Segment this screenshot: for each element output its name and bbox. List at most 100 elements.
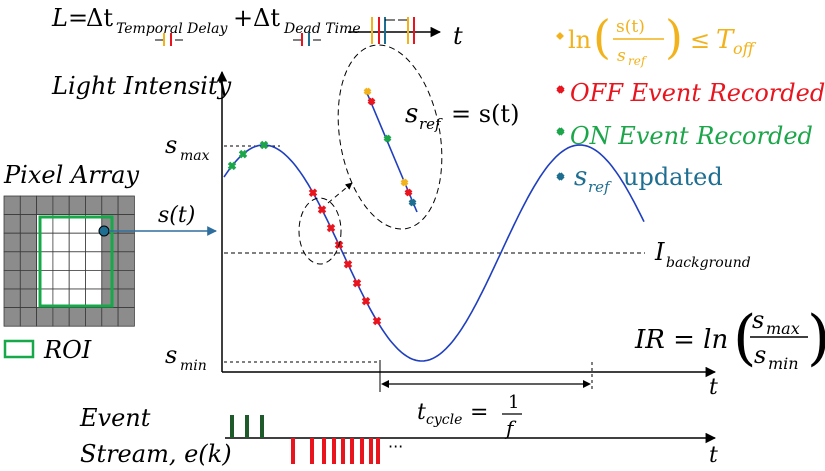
mini-timeline: t: [348, 17, 463, 50]
smax-label-s: s: [165, 131, 177, 159]
tcycle-sub: cycle: [426, 412, 462, 428]
event-marker: [361, 296, 371, 306]
pixel-cell: [3, 195, 21, 216]
pixel-cell: [19, 307, 37, 327]
pixel-cell: [68, 251, 86, 271]
pixel-cell: [85, 232, 103, 253]
mini-timeline-t-label: t: [453, 22, 463, 50]
legend-sref-updated-text: updated: [623, 163, 723, 191]
tcycle-left-arrow: [381, 380, 389, 388]
pixel-array-title: Pixel Array: [3, 161, 139, 189]
roi-box: [38, 215, 114, 308]
pixel-cell: [52, 232, 70, 253]
pixel-grid: [3, 195, 135, 327]
legend-threshold-rparen: ): [665, 10, 683, 64]
tcycle-right-arrow: [583, 380, 591, 388]
pixel-cell: [52, 195, 70, 216]
pixel-cell: [3, 251, 21, 271]
pixel-cell: [19, 288, 37, 309]
legend-on-event-label: ON Event Recorded: [570, 122, 813, 150]
pixel-cell: [52, 251, 70, 271]
ir-den-sub: min: [768, 354, 799, 373]
equation-lhs: L=: [51, 4, 88, 32]
tcycle-eq: =: [470, 400, 488, 425]
pixel-cell: [85, 195, 103, 216]
plot-ylabel: Light Intensity: [51, 72, 232, 100]
legend-sref-updated: s ref updated: [556, 162, 723, 196]
pixel-cell: [3, 307, 21, 327]
event-marker: [317, 205, 327, 214]
event-marker: [308, 188, 318, 197]
legend-threshold-lparen: (: [593, 10, 611, 64]
on-event-spikes: [230, 415, 264, 438]
legend-off-event: OFF Event Recorded: [556, 79, 825, 107]
pixel-cell: [68, 232, 86, 253]
roi-legend-swatch: [3, 339, 35, 359]
legend-threshold-den-sub: ref: [628, 54, 648, 68]
pixel-cell: [3, 288, 21, 309]
legend-threshold-formula: ln ( s(t) s ref ) ≤ T off: [568, 10, 757, 68]
background-label-sub: background: [666, 255, 751, 271]
pixel-cell: [117, 251, 135, 271]
tcycle-num: 1: [508, 392, 519, 413]
intensity-curve: [223, 144, 645, 362]
tcycle-den: f: [504, 416, 517, 440]
zoom-label-sub: ref: [419, 115, 443, 133]
legend-off-threshold: ln ( s(t) s ref ) ≤ T off: [556, 10, 757, 68]
background-label-I: I: [654, 238, 665, 266]
pixel-cell: [117, 288, 135, 309]
pixel-cell: [117, 232, 135, 253]
tcycle-label: t cycle = 1 f: [417, 392, 522, 440]
event-stream: Event Stream, e(k) t ···: [79, 404, 718, 468]
pixel-cell: [19, 232, 37, 253]
event-stream-ellipsis: ···: [388, 437, 403, 456]
equation-delta-2: Δt: [253, 4, 280, 32]
pixel-cell: [19, 214, 37, 234]
ir-den-s: s: [754, 341, 766, 369]
legend-sref-sub: ref: [588, 178, 612, 196]
legend-threshold-num: s(t): [616, 17, 645, 37]
pixel-cell: [68, 307, 86, 327]
legend: ln ( s(t) s ref ) ≤ T off OFF Event Reco…: [556, 10, 825, 196]
ir-num-sub: max: [766, 319, 800, 338]
intensity-plot: Light Intensity t s max s min I backgrou…: [51, 44, 825, 440]
zoom-connector-arrow: [327, 182, 353, 204]
pixel-cell: [36, 307, 54, 327]
legend-sref-s: s: [574, 162, 587, 192]
equation-delta-1: Δt: [86, 4, 113, 32]
zoom-source-circle: [298, 197, 342, 265]
pixel-cell: [19, 251, 37, 271]
st-label: s(t): [158, 203, 195, 228]
zoom-markers: [363, 87, 417, 207]
zoom-label-s: s: [405, 99, 418, 129]
pixel-cell: [101, 307, 119, 327]
pixel-cell: [52, 269, 70, 290]
event-markers: [227, 140, 382, 326]
event-stream-label-line2: Stream, e(k): [80, 440, 232, 468]
ir-lhs: IR = ln: [634, 325, 728, 355]
pixel-cell: [101, 251, 119, 271]
pixel-cell: [3, 214, 21, 234]
event-marker: [259, 140, 269, 150]
event-marker: [326, 223, 336, 233]
tcycle-t: t: [417, 400, 426, 425]
zoom-detail-circle: [337, 44, 443, 230]
event-marker: [227, 161, 237, 171]
legend-threshold-den-s: s: [617, 46, 626, 66]
pixel-cell: [19, 195, 37, 216]
pixel-cell: [3, 232, 21, 253]
pixel-cell: [68, 269, 86, 290]
smax-label-sub: max: [180, 148, 210, 164]
event-stream-t-label: t: [709, 443, 718, 468]
event-stream-label-line1: Event: [79, 404, 151, 432]
pixel-cell: [3, 269, 21, 290]
pixel-cell: [85, 251, 103, 271]
plot-t-label: t: [709, 375, 718, 400]
smin-label-sub: min: [180, 358, 207, 374]
pixel-cell: [117, 195, 135, 216]
dead-time-marker: [293, 33, 321, 46]
legend-off-event-label: OFF Event Recorded: [570, 79, 825, 107]
pixel-array: Pixel Array s(t) ROI: [3, 161, 217, 364]
zoom-label: s ref = s(t): [405, 99, 519, 133]
